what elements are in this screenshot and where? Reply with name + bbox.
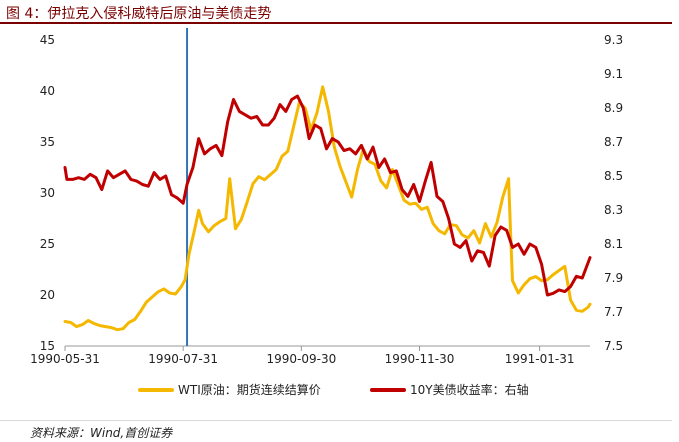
y-left-tick-label: 30 xyxy=(40,186,55,200)
wti-oil-series-line xyxy=(63,85,592,332)
us10y-yield-series-line xyxy=(63,94,592,297)
y-right-tick-label: 8.7 xyxy=(604,135,623,149)
y-left-tick-label: 35 xyxy=(40,135,55,149)
y-left-tick-label: 25 xyxy=(40,237,55,251)
y-right-tick-label: 8.1 xyxy=(604,237,623,251)
y-right-tick-label: 7.7 xyxy=(604,305,623,319)
source-rule xyxy=(0,420,672,421)
y-right-tick-label: 9.3 xyxy=(604,33,623,47)
y-right-tick-label: 7.5 xyxy=(604,339,623,353)
figure-title: 图 4：伊拉克入侵科威特后原油与美债走势 xyxy=(6,6,272,22)
y-right-tick-label: 8.3 xyxy=(604,203,623,217)
legend: WTI原油：期货连续结算价 10Y美债收益率：右轴 xyxy=(138,382,529,397)
title-rule xyxy=(0,22,672,24)
legend-item-wti-label: WTI原油：期货连续结算价 xyxy=(178,382,321,397)
y-left-tick-label: 45 xyxy=(40,33,55,47)
y-left-tick-label: 15 xyxy=(40,339,55,353)
chart-axes: 15 20 25 30 35 40 45 7.5 7.7 7.9 8.1 8.3 8.5 8.7 8.9 9.… xyxy=(30,33,623,366)
x-tick-label: 1990-07-31 xyxy=(148,352,218,366)
x-tick-label: 1991-01-31 xyxy=(505,352,575,366)
legend-item-us10y-label: 10Y美债收益率：右轴 xyxy=(410,382,529,397)
y-left-tick-label: 40 xyxy=(40,84,55,98)
x-tick-label: 1990-09-30 xyxy=(266,352,336,366)
source-note: 资料来源：Wind,首创证券 xyxy=(30,426,173,440)
x-tick-label: 1990-05-31 xyxy=(30,352,100,366)
line-chart: 15 20 25 30 35 40 45 7.5 7.7 7.9 8.1 8.3 8.5 8.7 8.9 9.… xyxy=(30,28,623,397)
y-right-tick-label: 7.9 xyxy=(604,271,623,285)
series-layer xyxy=(63,85,592,332)
y-left-tick-label: 20 xyxy=(40,288,55,302)
x-tick-label: 1990-11-30 xyxy=(385,352,455,366)
y-right-tick-label: 9.1 xyxy=(604,67,623,81)
y-right-tick-label: 8.5 xyxy=(604,169,623,183)
y-right-tick-label: 8.9 xyxy=(604,101,623,115)
